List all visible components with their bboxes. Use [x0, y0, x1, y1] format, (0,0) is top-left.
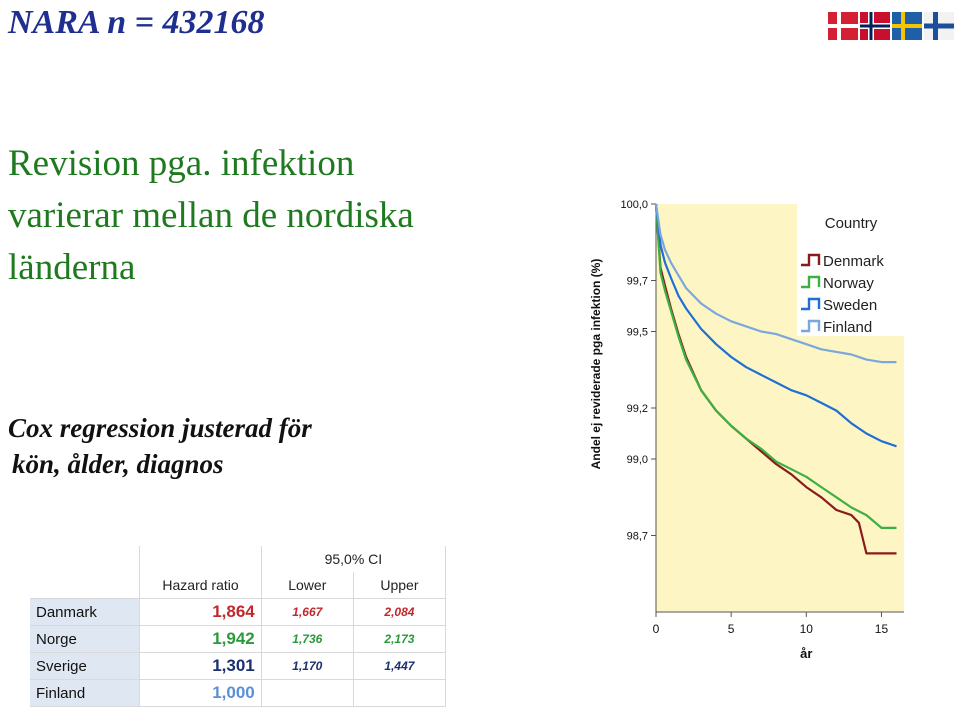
ci-lower-value [261, 679, 354, 707]
series-line-sweden [654, 203, 897, 448]
ci-upper-value: 2,084 [353, 598, 447, 626]
hazard-ratio-value: 1,000 [139, 679, 262, 707]
ci-header: 95,0% CI [261, 546, 447, 572]
flag-sweden-icon [892, 12, 922, 40]
y-tick-label: 98,7 [627, 531, 648, 543]
hazard-ratio-table: 95,0% CI Hazard ratio Lower Upper Danmar… [30, 546, 447, 707]
survival-chart: 100,0 99,7 99,5 99,2 99,0 98,7 0 5 10 15 Country D… [589, 199, 905, 661]
row-label: Danmark [30, 598, 141, 626]
table-header-cell [30, 546, 141, 572]
column-header-hazard-ratio: Hazard ratio [139, 572, 262, 599]
table-header-row: 95,0% CI [30, 546, 447, 572]
legend-label: Sweden [823, 297, 877, 314]
table-row: Finland 1,000 [30, 679, 447, 707]
legend-swatch [801, 253, 821, 267]
x-axis-label: år [800, 646, 812, 661]
ci-upper-value: 1,447 [353, 652, 447, 680]
row-label: Sverige [30, 652, 141, 680]
legend-swatch [801, 275, 821, 289]
hazard-ratio-value: 1,942 [139, 625, 262, 653]
flag-norway-icon [860, 12, 890, 40]
hazard-ratio-value: 1,301 [139, 652, 262, 680]
page-header-title: NARA n = 432168 [8, 4, 265, 41]
ci-lower-value: 1,170 [261, 652, 354, 680]
table-header-cell [139, 546, 262, 572]
y-tick-label: 100,0 [620, 199, 648, 211]
ci-upper-value: 2,173 [353, 625, 447, 653]
y-axis-label: Andel ej reviderade pga infektion (%) [589, 259, 603, 470]
table-row: Danmark 1,864 1,667 2,084 [30, 598, 447, 626]
y-tick-label: 99,7 [627, 276, 648, 288]
flag-finland-icon [924, 12, 954, 40]
heading-line: Revision pga. infektion [8, 143, 355, 184]
heading-line: varierar mellan de nordiska [8, 195, 414, 236]
legend-label: Finland [823, 319, 872, 336]
legend-label: Denmark [823, 253, 884, 270]
legend: Country Denmark Norway Sweden Finland [797, 204, 905, 336]
y-tick-label: 99,2 [627, 403, 648, 415]
table-header-row: Hazard ratio Lower Upper [30, 572, 447, 599]
table-row: Norge 1,942 1,736 2,173 [30, 625, 447, 653]
legend-box [797, 204, 905, 336]
subtitle-line: Cox regression justerad för [8, 413, 312, 443]
y-tick-label: 99,0 [627, 454, 648, 466]
legend-swatch [801, 297, 821, 311]
legend-swatch [801, 319, 821, 333]
x-tick-label: 15 [875, 622, 889, 636]
series-line-finland [654, 203, 897, 364]
x-tick-label: 0 [653, 622, 660, 636]
legend-title: Country [825, 215, 878, 232]
row-label: Finland [30, 679, 141, 707]
table-header-cell [30, 572, 141, 599]
table-row: Sverige 1,301 1,170 1,447 [30, 652, 447, 680]
column-header-upper: Upper [353, 572, 447, 599]
x-tick-label: 5 [728, 622, 735, 636]
series-line-norway [654, 203, 897, 529]
row-label: Norge [30, 625, 141, 653]
subtitle-line: kön, ålder, diagnos [12, 449, 224, 479]
hazard-ratio-value: 1,864 [139, 598, 262, 626]
ci-upper-value [353, 679, 447, 707]
y-tick-label: 99,5 [627, 327, 648, 339]
x-tick-label: 10 [800, 622, 814, 636]
legend-label: Norway [823, 275, 874, 292]
ci-lower-value: 1,736 [261, 625, 354, 653]
ci-lower-value: 1,667 [261, 598, 354, 626]
subtitle: Cox regression justerad för kön, ålder, … [8, 410, 312, 482]
heading-line: länderna [8, 247, 136, 288]
column-header-lower: Lower [261, 572, 354, 599]
flag-denmark-icon [828, 12, 858, 40]
slide-heading: Revision pga. infektion varierar mellan … [8, 138, 568, 294]
nordic-flags-image [828, 12, 954, 40]
